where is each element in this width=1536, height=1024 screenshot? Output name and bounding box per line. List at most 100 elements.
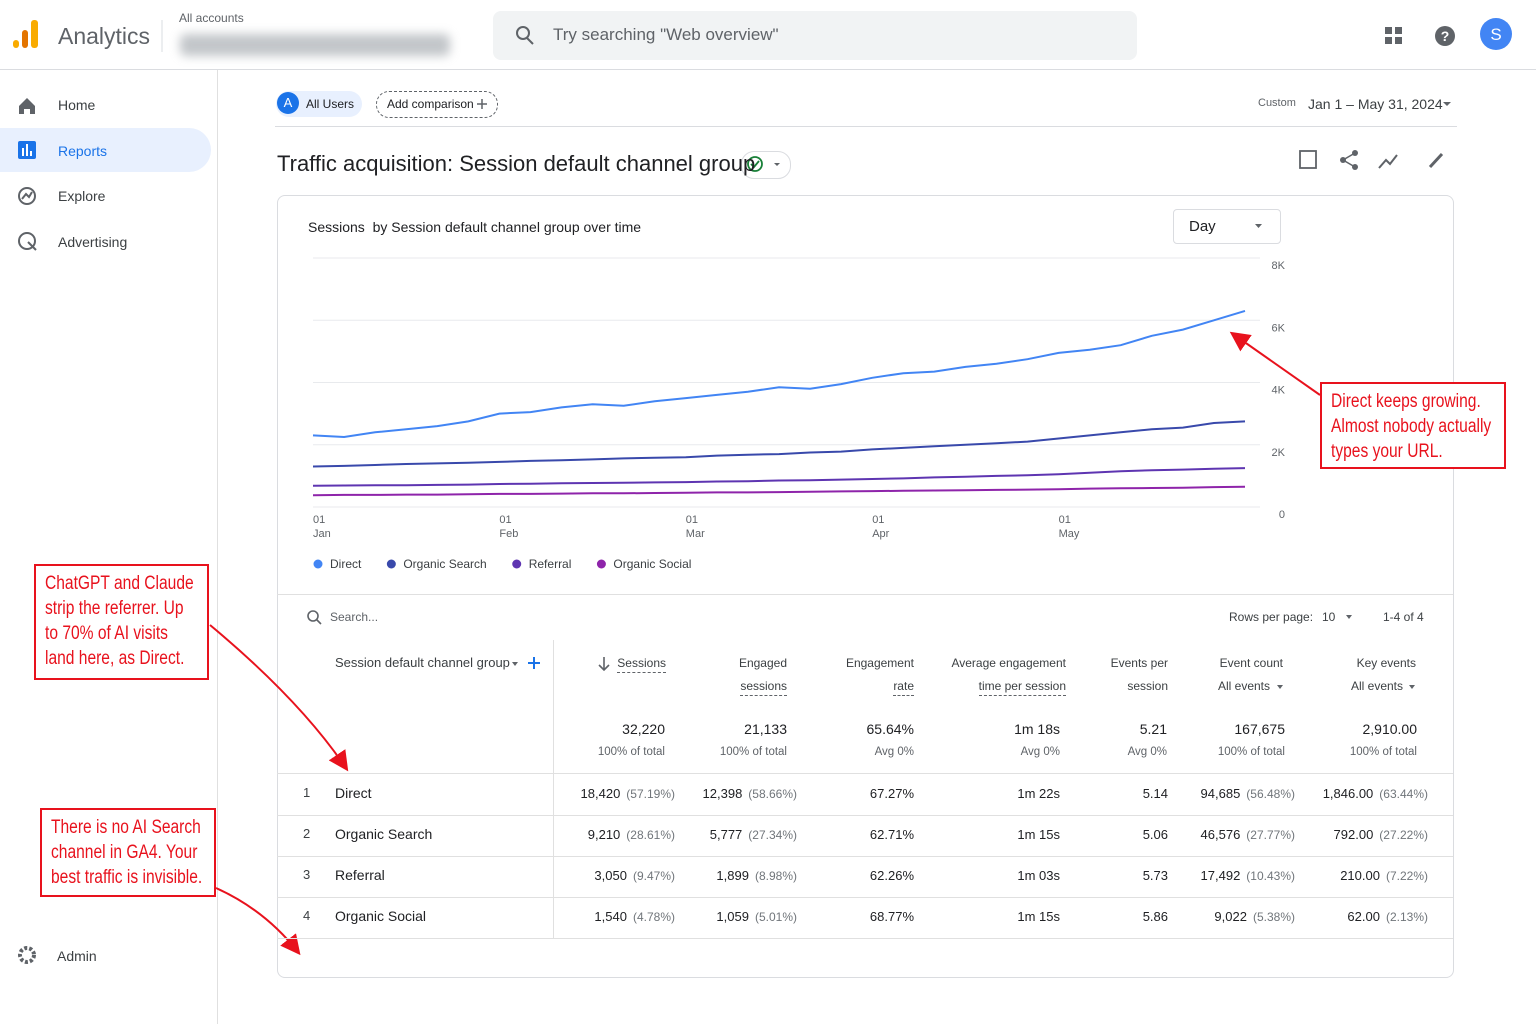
- cell-value: 18,420: [580, 786, 621, 801]
- add-comparison[interactable]: Add comparison: [387, 97, 474, 111]
- customize-icon[interactable]: [1299, 150, 1317, 169]
- column-header[interactable]: session: [1127, 679, 1168, 693]
- annotation-box: [34, 564, 209, 680]
- total-sub: 100% of total: [719, 746, 787, 758]
- column-header[interactable]: Key events: [1356, 656, 1416, 670]
- share-icon[interactable]: [1340, 150, 1358, 170]
- row-border: [277, 773, 1453, 774]
- nav-item[interactable]: Advertising: [58, 234, 128, 250]
- cell: 5.86: [1018, 909, 1168, 924]
- row-name[interactable]: Referral: [335, 867, 385, 883]
- row-name[interactable]: Direct: [335, 785, 372, 801]
- segment-name[interactable]: All Users: [306, 97, 355, 111]
- column-header[interactable]: Engagement: [845, 656, 914, 670]
- day-dropdown[interactable]: [1173, 209, 1281, 244]
- date-range[interactable]: Jan 1 – May 31, 2024: [1308, 96, 1443, 112]
- x-tick-label: 01 May: [1059, 514, 1080, 540]
- chart: Sessions by Session default channel grou…: [308, 219, 1286, 571]
- row-name[interactable]: Organic Search: [335, 826, 433, 842]
- cell-value: 1,846.00: [1322, 786, 1374, 801]
- total-value: 5.21: [1139, 721, 1167, 737]
- cell-value: 5.14: [1142, 786, 1168, 801]
- cell-share: (28.61%): [626, 828, 675, 842]
- y-tick-label: 8K: [1272, 260, 1286, 272]
- cell: 68.77%: [764, 909, 914, 924]
- column-header[interactable]: Average engagement: [951, 656, 1066, 670]
- pagination: 1-4 of 4: [1383, 610, 1424, 624]
- underline: rate: [893, 679, 914, 696]
- cell-share: (58.66%): [748, 787, 797, 801]
- row-rank: 2: [303, 826, 311, 841]
- nav-item[interactable]: Reports: [58, 143, 108, 159]
- column-header[interactable]: Engaged: [738, 656, 787, 670]
- search-placeholder[interactable]: Try searching "Web overview": [553, 25, 779, 44]
- cell-share: (27.34%): [748, 828, 797, 842]
- chart-title: Sessions by Session default channel grou…: [308, 219, 641, 235]
- column-header[interactable]: Event count: [1219, 656, 1283, 670]
- column-header[interactable]: Events per: [1110, 656, 1168, 670]
- table-search[interactable]: Search...: [330, 610, 379, 624]
- cell: 9,022 (5.38%): [1145, 909, 1295, 924]
- x-tick-label: 01 Jan: [313, 514, 331, 540]
- column-header[interactable]: Sessions: [526, 656, 666, 673]
- total-sub: 100% of total: [1217, 746, 1285, 758]
- total-value: 21,133: [744, 721, 787, 737]
- column-header[interactable]: sessions: [647, 679, 787, 696]
- cell-value: 9,022: [1214, 909, 1247, 924]
- annotation-text: land here, as Direct.: [45, 648, 185, 669]
- x-tick-label: 01 Feb: [499, 514, 518, 540]
- series-line: [312, 485, 1246, 497]
- legend-label: Referral: [529, 557, 572, 571]
- search-box[interactable]: [493, 11, 1137, 60]
- cell-value: 5,777: [709, 827, 743, 842]
- series-line: [312, 467, 1246, 487]
- nav-item[interactable]: Explore: [58, 188, 106, 204]
- avatar-letter[interactable]: S: [1490, 25, 1502, 44]
- cell-share: (27.77%): [1246, 828, 1295, 842]
- rows-per-page[interactable]: 10: [1322, 610, 1336, 624]
- cell-share: (57.19%): [626, 787, 675, 801]
- row-name[interactable]: Organic Social: [335, 908, 427, 924]
- legend-marker: [512, 559, 522, 569]
- cell-value: 5.06: [1142, 827, 1168, 842]
- edit-icon[interactable]: [1428, 152, 1444, 169]
- column-header[interactable]: rate: [774, 679, 914, 696]
- segment-badge-circle: [277, 92, 299, 114]
- cell-value: 67.27%: [869, 786, 914, 801]
- x-tick-label: 01 Apr: [872, 514, 889, 540]
- total-sub: 100% of total: [597, 746, 665, 758]
- insights-icon[interactable]: [1378, 154, 1398, 169]
- total-value: 32,220: [622, 721, 665, 737]
- annotation-text: Direct keeps growing.: [1331, 391, 1481, 412]
- column-header[interactable]: All events: [1350, 679, 1403, 693]
- cell: 5,777 (27.34%): [647, 827, 797, 842]
- cell: 18,420 (57.19%): [525, 786, 675, 801]
- cell-share: (10.43%): [1246, 869, 1295, 883]
- add-comparison-pill[interactable]: [376, 91, 498, 118]
- cell: 5.06: [1018, 827, 1168, 842]
- series-line: [312, 420, 1246, 468]
- granularity[interactable]: Day: [1189, 218, 1216, 235]
- header-bar: [0, 0, 1536, 70]
- cell: 1m 03s: [910, 868, 1060, 883]
- underline: time per session: [978, 679, 1066, 696]
- avatar-circle[interactable]: [1480, 18, 1512, 50]
- cell-share: (5.38%): [1252, 910, 1295, 924]
- cell-value: 1,540: [594, 909, 627, 924]
- cell-share: (8.98%): [754, 869, 797, 883]
- report-card: [277, 195, 1454, 978]
- nav-item[interactable]: Home: [58, 97, 96, 113]
- status-pill[interactable]: [741, 151, 791, 179]
- cell: 46,576 (27.77%): [1145, 827, 1295, 842]
- breadcrumb[interactable]: All accounts: [179, 11, 244, 25]
- nav-item[interactable]: Admin: [57, 948, 97, 964]
- column-header[interactable]: All events: [1217, 679, 1270, 693]
- column-header[interactable]: time per session: [926, 679, 1066, 696]
- total-value: 2,910.00: [1362, 721, 1418, 737]
- annotation-text: Almost nobody actually: [1331, 416, 1492, 437]
- cell: 9,210 (28.61%): [525, 827, 675, 842]
- cell: 62.71%: [764, 827, 914, 842]
- dimension-header[interactable]: Session default channel group: [335, 655, 510, 670]
- annotation-text: channel in GA4. Your: [51, 842, 198, 863]
- annotation-box: [1320, 382, 1506, 469]
